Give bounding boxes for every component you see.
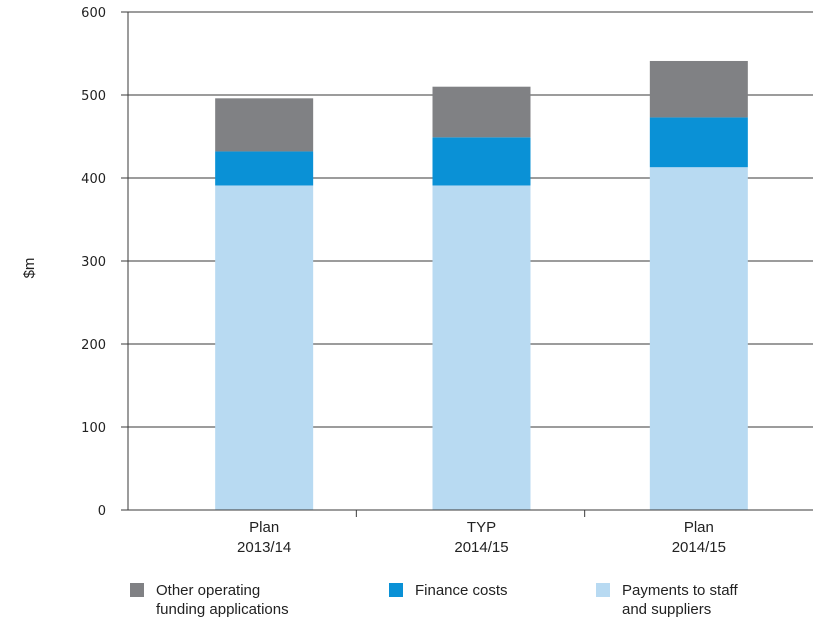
y-tick-label: 200 (81, 338, 106, 353)
axes (121, 11, 813, 517)
legend-item-finance-costs: Finance costs (389, 581, 605, 600)
x-tick-label: TYP (467, 519, 496, 536)
bars (215, 60, 748, 510)
bar-segment (649, 117, 748, 168)
y-tick-label: 300 (81, 255, 106, 270)
legend-item-payments: Payments to staff and suppliers (596, 581, 812, 619)
legend-label-other-operating: Other operating funding applications (156, 581, 346, 619)
bar-segment (432, 185, 531, 510)
y-tick-label: 100 (81, 421, 106, 436)
legend-label-line: Finance costs (415, 582, 508, 599)
legend-item-other-operating: Other operating funding applications (130, 581, 346, 619)
legend-swatch-finance-costs (389, 583, 403, 597)
bar-segment (215, 98, 314, 152)
y-tick-label: 400 (81, 172, 106, 187)
bar-segment (215, 185, 314, 510)
x-tick-label: Plan (684, 519, 714, 536)
y-tick-label: 500 (81, 89, 106, 104)
legend-label-payments: Payments to staff and suppliers (622, 581, 812, 619)
legend-label-line: Other operating (156, 582, 261, 599)
legend-label-line: Payments to staff (622, 582, 738, 599)
y-tick-label: 600 (81, 6, 106, 21)
bar-segment (432, 137, 531, 186)
stacked-bar-chart: 0 100 200 300 400 500 600 Plan 2013/14 TYP 2014/15… (21, 6, 813, 556)
legend-label-line: funding applications (156, 601, 289, 618)
bar-segment (432, 86, 531, 138)
bar-segment (649, 167, 748, 510)
y-tick-label: 0 (98, 504, 106, 519)
x-tick-label: 2013/14 (237, 539, 291, 556)
bar-segment (215, 151, 314, 186)
legend: Other operating funding applications Fin… (0, 581, 834, 625)
x-tick-label: 2014/15 (672, 539, 726, 556)
x-tick-label: Plan (249, 519, 279, 536)
legend-label-finance-costs: Finance costs (415, 581, 605, 600)
legend-swatch-other-operating (130, 583, 144, 597)
labels: 0 100 200 300 400 500 600 Plan 2013/14 TYP 2014/15… (81, 6, 726, 556)
bar-segment (649, 60, 748, 118)
x-tick-label: 2014/15 (454, 539, 508, 556)
y-axis-title: $m (21, 258, 38, 279)
legend-label-line: and suppliers (622, 601, 712, 618)
legend-swatch-payments (596, 583, 610, 597)
